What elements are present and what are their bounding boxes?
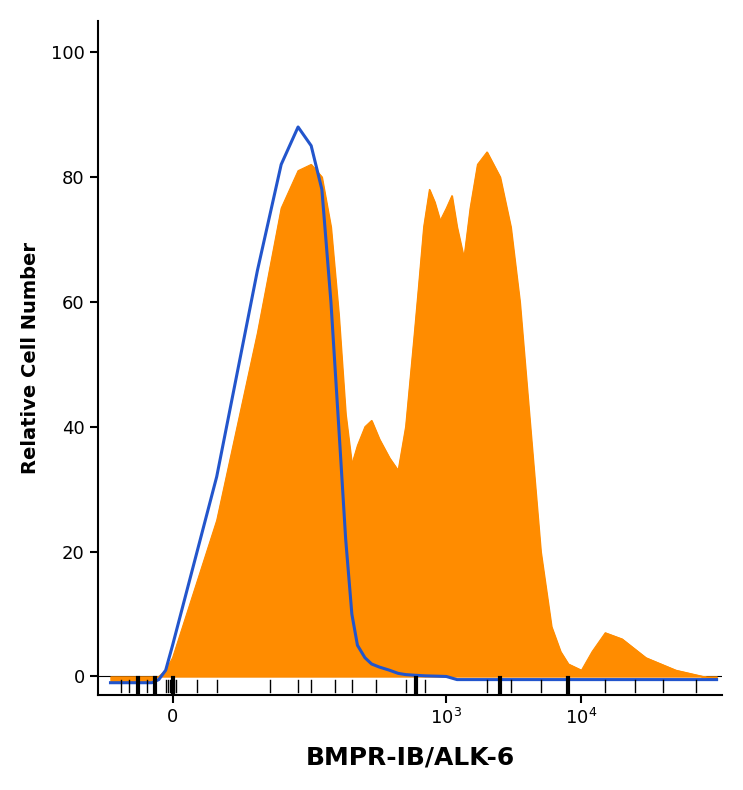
X-axis label: BMPR-IB/ALK-6: BMPR-IB/ALK-6 (305, 745, 515, 769)
Y-axis label: Relative Cell Number: Relative Cell Number (21, 242, 40, 474)
